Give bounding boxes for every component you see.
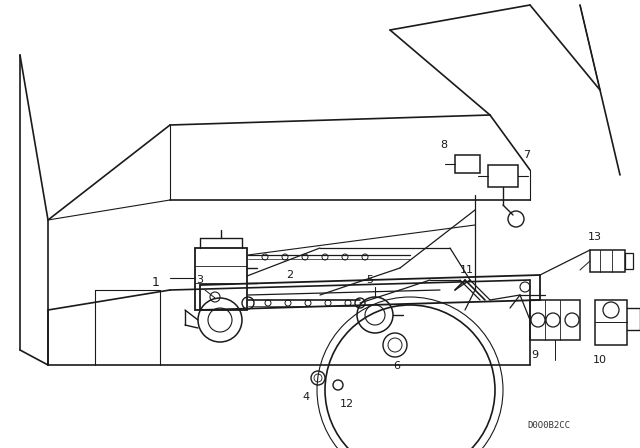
Text: 11: 11 <box>460 265 474 275</box>
Text: 4: 4 <box>303 392 310 402</box>
Text: 7: 7 <box>523 150 530 160</box>
Text: D0O0B2CC: D0O0B2CC <box>527 421 570 430</box>
Bar <box>595 300 627 345</box>
Text: 13: 13 <box>588 232 602 242</box>
Bar <box>625 253 633 269</box>
Text: 10: 10 <box>593 355 607 365</box>
Bar <box>590 250 625 272</box>
Text: 9: 9 <box>531 350 539 360</box>
Text: 8: 8 <box>440 140 447 150</box>
Text: 5: 5 <box>367 275 374 285</box>
Text: 6: 6 <box>394 361 401 371</box>
Bar <box>455 155 480 173</box>
Text: 12: 12 <box>340 399 354 409</box>
Text: 1: 1 <box>152 276 160 289</box>
Text: 2: 2 <box>287 270 294 280</box>
Bar <box>488 165 518 187</box>
Bar <box>530 300 580 340</box>
Text: 3: 3 <box>196 275 204 285</box>
Bar <box>195 248 247 310</box>
